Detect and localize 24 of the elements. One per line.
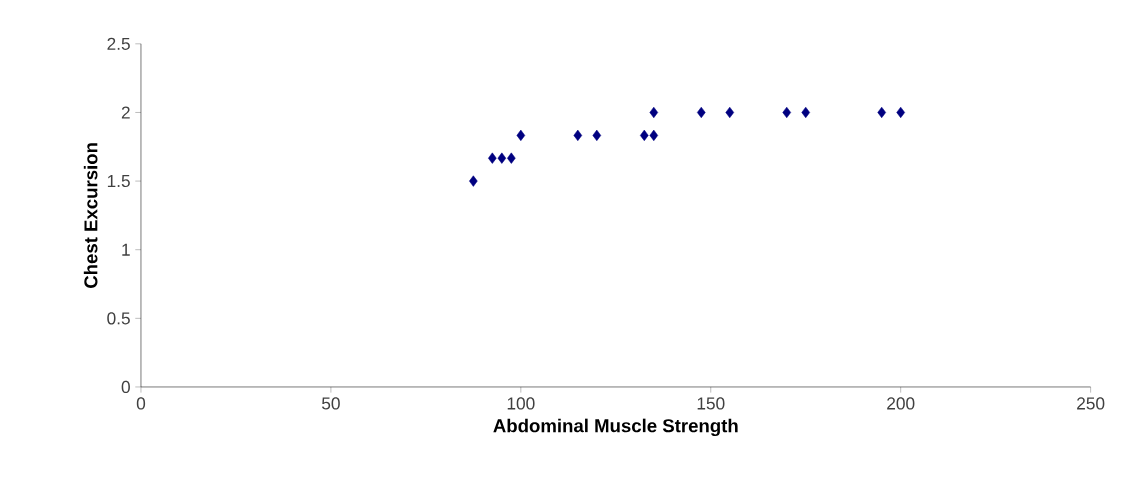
x-tick-label: 0 [136, 397, 146, 410]
point [649, 129, 659, 142]
point [725, 106, 735, 119]
point [649, 106, 659, 119]
point [573, 129, 583, 142]
y-axis-title: Chest Excursion [83, 143, 98, 289]
point [497, 152, 507, 164]
y-tick-label: 0 [121, 380, 130, 394]
x-tick-label: 50 [321, 397, 340, 410]
x-tick-label: 150 [697, 397, 725, 410]
x-tick-label: 200 [887, 397, 915, 410]
point [469, 175, 478, 187]
x-tick-label: 250 [1077, 397, 1105, 410]
y-tick-label: 1 [122, 243, 130, 256]
x-axis-title: Abdominal Muscle Strength [493, 418, 738, 437]
y-tick-label: 2 [121, 106, 130, 119]
point [592, 129, 602, 142]
point [507, 152, 516, 164]
point [516, 129, 526, 142]
point [488, 152, 497, 164]
y-tick-label: 2.5 [107, 37, 130, 50]
x-tick-label: 100 [507, 397, 535, 410]
y-tick-label: 1.5 [107, 175, 130, 188]
y-tick-label: 0.5 [107, 312, 130, 325]
